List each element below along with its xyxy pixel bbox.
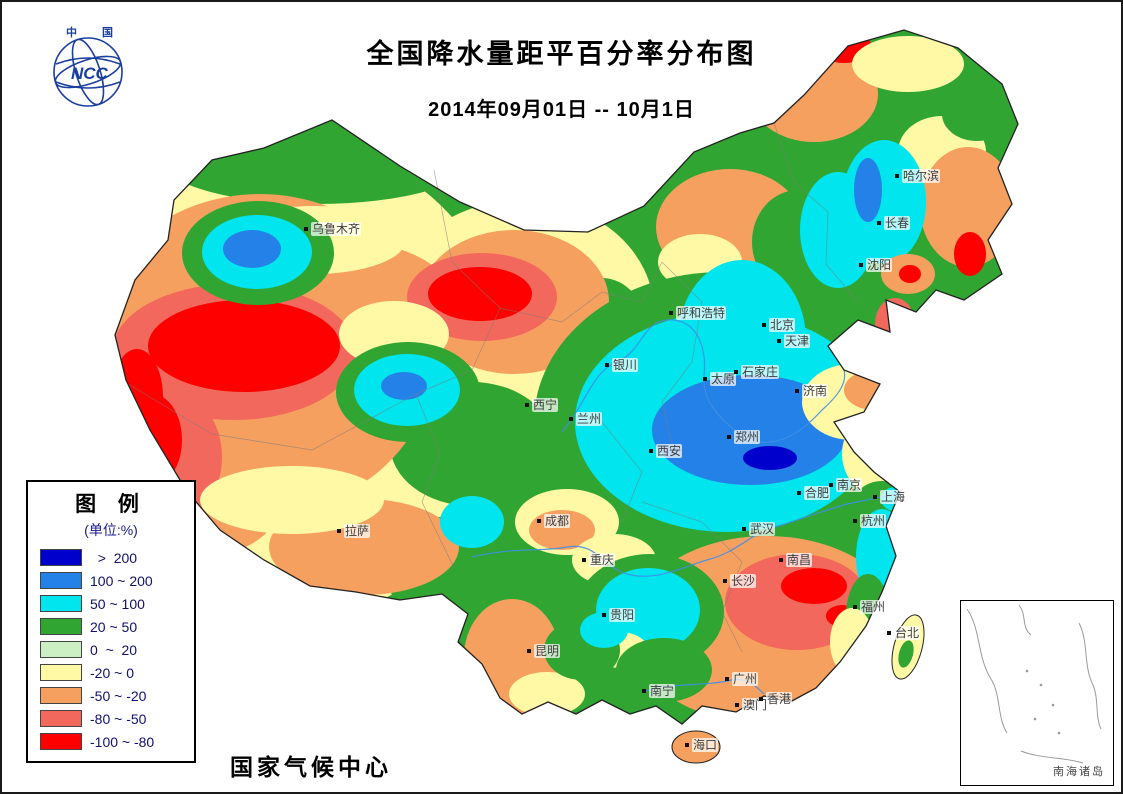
legend-label: -100 ~ -80 [90,733,155,750]
legend-label: > 200 [90,549,138,566]
legend-item: -100 ~ -80 [28,730,194,753]
legend-label: -80 ~ -50 [90,710,147,727]
legend-swatch [40,641,82,658]
legend-swatch [40,572,82,589]
china-outline [114,29,1019,725]
legend-item: 20 ~ 50 [28,615,194,638]
legend-item: 50 ~ 100 [28,592,194,615]
inset-coastlines [966,604,1102,764]
legend-item: -20 ~ 0 [28,661,194,684]
legend-swatch [40,595,82,612]
legend-item: 0 ~ 20 [28,638,194,661]
svg-text:国: 国 [102,26,113,39]
legend-item: > 200 [28,546,194,569]
hainan-island [671,730,721,764]
south-china-sea-inset: 南海诸岛 [960,600,1114,786]
legend-label: 50 ~ 100 [90,595,145,612]
legend-swatch [40,664,82,681]
legend-swatch [40,549,82,566]
inset-label: 南海诸岛 [1053,766,1105,778]
province-borders [127,122,859,653]
legend-label: -20 ~ 0 [90,664,134,681]
source-text: 国家气候中心 [230,754,392,780]
legend: 图 例 (单位:%) > 200 100 ~ 200 50 ~ 100 20 ~ 50… [26,480,196,763]
legend-item: -80 ~ -50 [28,707,194,730]
legend-swatch [40,710,82,727]
legend-items: > 200 100 ~ 200 50 ~ 100 20 ~ 50 0 ~ 20 -20 ~… [28,546,194,753]
legend-swatch [40,687,82,704]
legend-unit: (单位:%) [84,522,138,538]
legend-item: -50 ~ -20 [28,684,194,707]
legend-label: -50 ~ -20 [90,687,147,704]
legend-label: 20 ~ 50 [90,618,138,635]
legend-title: 图 例 [75,493,147,516]
legend-swatch [40,618,82,635]
logo-ncc-text: NCC [71,64,109,83]
ncc-logo: 中 国 NCC [40,24,136,121]
legend-label: 0 ~ 20 [90,641,138,658]
legend-item: 100 ~ 200 [28,569,194,592]
taiwan-island [891,614,925,680]
logo-top-label: 中 [66,25,77,39]
legend-swatch [40,733,82,750]
legend-label: 100 ~ 200 [90,572,153,589]
